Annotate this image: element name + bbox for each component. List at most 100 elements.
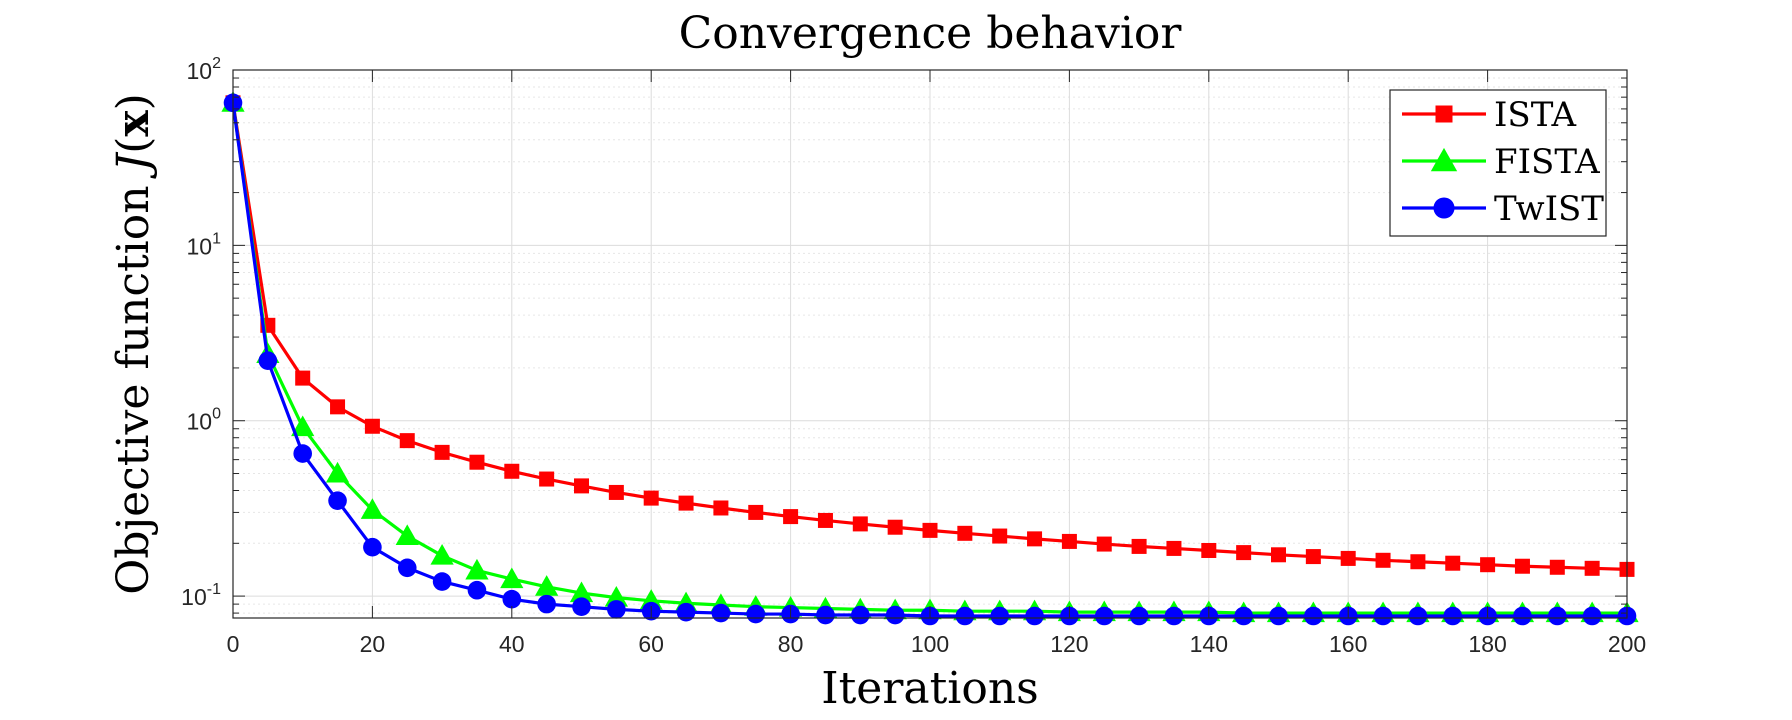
series-point-ista xyxy=(643,490,659,506)
y-tick-label: 10-1 xyxy=(181,581,221,610)
series-point-ista xyxy=(1514,558,1530,574)
x-tick-label: 140 xyxy=(1190,631,1228,657)
series-point-fista xyxy=(430,544,454,565)
x-tick-label: 200 xyxy=(1608,631,1646,657)
series-point-ista xyxy=(1027,531,1043,547)
legend-item-twist: TwIST xyxy=(1402,189,1604,229)
y-axis-label-open: ( xyxy=(108,137,159,154)
series-point-twist xyxy=(1548,606,1567,626)
series-point-twist xyxy=(816,605,835,625)
series-point-twist xyxy=(258,351,278,370)
series-point-twist xyxy=(885,605,905,625)
x-tick-label: 60 xyxy=(638,631,664,657)
series-point-fista xyxy=(395,524,419,546)
series-point-twist xyxy=(502,589,522,609)
series-point-ista xyxy=(1166,540,1182,556)
series-point-ista xyxy=(608,484,624,500)
axis-ticks: 0 20 40 60 80 100 120 140 160 180 200 10-1 100 101 102 xyxy=(181,55,1646,657)
series-point-twist xyxy=(572,597,591,616)
series-point-twist xyxy=(1513,606,1532,626)
legend-marker-twist xyxy=(1433,197,1455,219)
series-point-ista xyxy=(574,478,589,494)
series-point-twist xyxy=(1269,606,1288,626)
series-point-twist xyxy=(851,605,870,625)
series-point-ista xyxy=(1236,545,1252,561)
series-point-twist xyxy=(711,603,731,623)
x-tick-label: 80 xyxy=(778,631,804,657)
series-point-ista xyxy=(1305,549,1321,565)
series-point-fista xyxy=(465,558,489,580)
series-point-ista xyxy=(1096,536,1112,552)
series-point-twist xyxy=(1443,606,1463,626)
series-point-ista xyxy=(922,522,938,538)
y-tick-label: 101 xyxy=(187,230,222,259)
x-tick-label: 0 xyxy=(227,631,240,657)
legend-item-ista: ISTA xyxy=(1402,95,1577,135)
y-tick-label: 100 xyxy=(187,406,222,435)
series-point-twist xyxy=(955,606,975,626)
series-point-ista xyxy=(748,504,764,520)
series-point-ista xyxy=(364,418,380,434)
legend-label-twist: TwIST xyxy=(1494,189,1604,229)
series-point-twist xyxy=(1304,606,1323,626)
series-point-fista xyxy=(569,581,594,603)
chart-title: Convergence behavior xyxy=(679,8,1183,59)
series-ista xyxy=(225,95,1635,577)
series-point-ista xyxy=(1445,555,1461,571)
series-point-twist xyxy=(607,600,626,619)
series-point-fista xyxy=(535,575,559,596)
series-point-ista xyxy=(539,471,555,487)
series-point-fista xyxy=(291,415,315,437)
x-tick-label: 100 xyxy=(911,631,949,657)
series-point-ista xyxy=(1480,557,1496,573)
series-point-ista xyxy=(713,500,729,516)
series-point-twist xyxy=(432,572,452,591)
legend-label-ista: ISTA xyxy=(1494,95,1577,135)
series-point-ista xyxy=(469,454,485,470)
series-point-twist xyxy=(746,604,766,624)
y-axis-label: Objective function J(x) xyxy=(108,93,159,595)
series-point-ista xyxy=(1271,547,1286,563)
series-point-twist xyxy=(363,537,382,557)
series-point-fista xyxy=(360,498,385,519)
legend-marker-fista xyxy=(1430,147,1458,172)
series-point-twist xyxy=(1373,606,1393,626)
series-point-ista xyxy=(1584,560,1600,576)
legend-marker-ista xyxy=(1435,105,1453,123)
series-point-fista xyxy=(604,586,628,607)
legend-box xyxy=(1389,89,1607,237)
series-point-ista xyxy=(1549,559,1565,575)
series-point-twist xyxy=(1234,606,1253,626)
series-point-ista xyxy=(1201,542,1217,558)
series-point-ista xyxy=(1410,554,1426,570)
x-tick-label: 40 xyxy=(499,631,525,657)
series-point-ista xyxy=(678,495,694,511)
series-point-twist xyxy=(293,444,313,463)
x-tick-label: 20 xyxy=(360,631,386,657)
series-point-twist xyxy=(676,602,696,622)
series-point-ista xyxy=(1131,538,1147,554)
series-point-ista xyxy=(295,370,311,386)
series-point-ista xyxy=(434,444,450,460)
x-tick-label: 120 xyxy=(1050,631,1088,657)
series-point-ista xyxy=(330,399,346,415)
series-point-twist xyxy=(1094,606,1114,626)
series-point-ista xyxy=(852,516,868,532)
series-point-ista xyxy=(783,509,799,525)
x-tick-label: 180 xyxy=(1468,631,1506,657)
series-point-ista xyxy=(992,528,1008,544)
series-point-twist xyxy=(1164,606,1184,626)
series-point-ista xyxy=(399,433,415,449)
series-point-ista xyxy=(504,463,520,479)
legend: ISTA FISTA TwIST xyxy=(1389,89,1607,237)
x-axis-label: Iterations xyxy=(821,663,1039,714)
legend-label-fista: FISTA xyxy=(1494,142,1600,182)
series-point-ista xyxy=(1375,552,1391,568)
series-point-twist xyxy=(1129,606,1149,626)
y-axis-label-bold: x xyxy=(108,110,159,137)
series-point-twist xyxy=(328,491,347,510)
series-point-ista xyxy=(1061,533,1077,549)
series-point-fista xyxy=(325,461,350,483)
series-point-ista xyxy=(957,525,973,541)
legend-item-fista: FISTA xyxy=(1402,142,1600,182)
